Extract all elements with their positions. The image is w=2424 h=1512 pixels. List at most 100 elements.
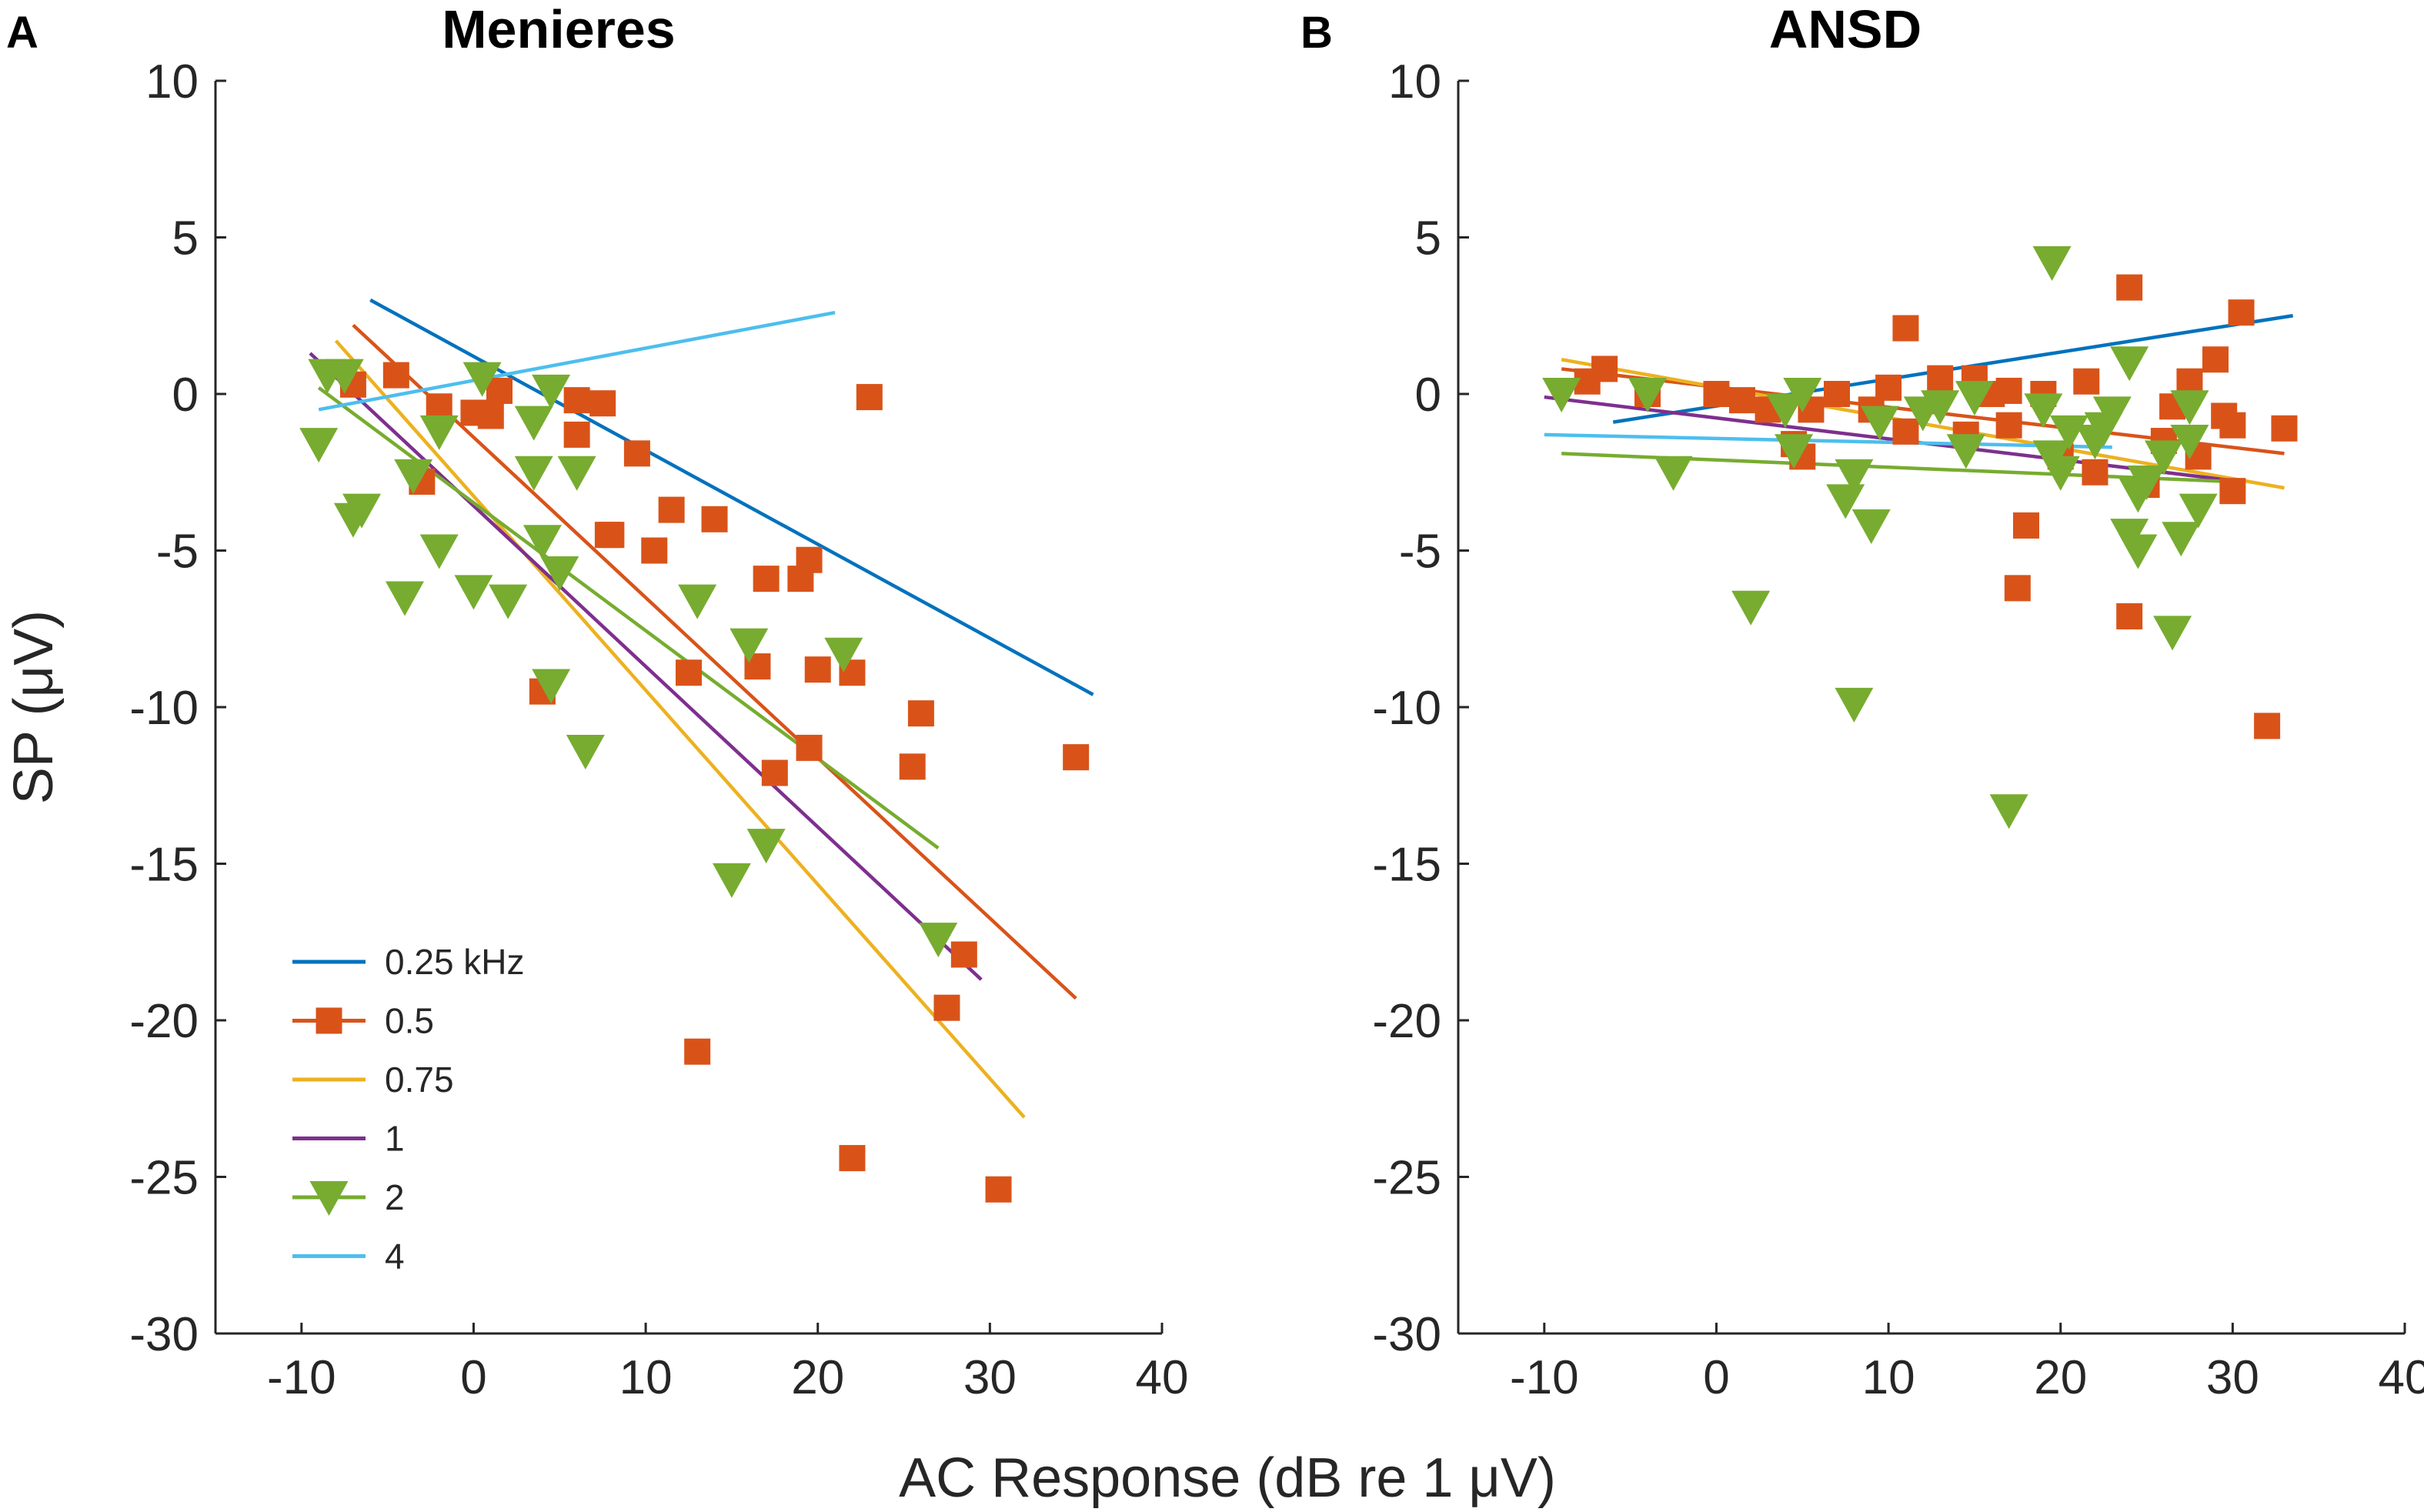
data-point-square-0-5-khz bbox=[1824, 381, 1850, 407]
y-tick-label: -25 bbox=[1372, 1152, 1441, 1205]
data-point-square-0-5-khz bbox=[1892, 418, 1919, 445]
data-point-triangle-2-khz bbox=[557, 456, 596, 491]
y-tick-label: -5 bbox=[1399, 526, 1441, 579]
panel-a-axes: 10 5 0 -5 -10 -15 -20 -25 -30 -10 0 10 20 30 40 bbox=[129, 55, 1188, 1404]
data-point-square-0-5-khz bbox=[2228, 299, 2255, 326]
x-tick-label: 20 bbox=[2034, 1351, 2087, 1404]
data-point-triangle-2-khz bbox=[2179, 493, 2218, 529]
data-point-square-0-5-khz bbox=[2254, 713, 2281, 739]
data-point-triangle-2-khz bbox=[566, 734, 605, 769]
data-point-square-0-5-khz bbox=[623, 440, 650, 467]
data-point-square-0-5-khz bbox=[2202, 346, 2229, 373]
data-point-square-0-5-khz bbox=[641, 537, 668, 564]
y-tick-label: 5 bbox=[172, 212, 199, 265]
data-point-triangle-2-khz bbox=[2049, 415, 2088, 450]
data-point-triangle-2-khz bbox=[2153, 616, 2192, 651]
data-point-triangle-2-khz bbox=[523, 525, 562, 560]
data-point-triangle-2-khz bbox=[462, 362, 502, 397]
data-point-square-0-5-khz bbox=[1995, 412, 2022, 439]
fit-line-4-khz bbox=[318, 310, 836, 412]
data-point-triangle-2-khz bbox=[2144, 440, 2183, 476]
x-tick-label: 10 bbox=[1862, 1351, 1915, 1404]
data-point-square-0-5-khz bbox=[701, 506, 728, 532]
data-point-triangle-2-khz bbox=[1835, 459, 1874, 494]
data-point-square-0-5-khz bbox=[589, 390, 616, 417]
legend-marker-triangle bbox=[309, 1181, 349, 1216]
data-point-triangle-2-khz bbox=[540, 556, 579, 591]
panel-b-chart: B ANSD 10 5 0 -5 -10 -15 -20 -25 -30 -10 0 10 20 30 40 bbox=[1300, 0, 2424, 1404]
x-tick-label: -10 bbox=[267, 1351, 336, 1404]
data-point-triangle-2-khz bbox=[919, 923, 958, 958]
data-point-triangle-2-khz bbox=[342, 493, 382, 529]
data-point-square-0-5-khz bbox=[2176, 368, 2203, 395]
y-tick-label: 10 bbox=[145, 55, 199, 108]
panel-b-title: ANSD bbox=[1769, 0, 1922, 59]
data-point-triangle-2-khz bbox=[514, 456, 553, 491]
data-point-square-0-5-khz bbox=[899, 753, 926, 780]
data-point-square-0-5-khz bbox=[2004, 575, 2031, 602]
data-point-square-0-5-khz bbox=[2013, 512, 2039, 539]
data-point-square-0-5-khz bbox=[1729, 387, 1755, 414]
legend-label: 2 bbox=[385, 1177, 405, 1217]
data-point-square-0-5-khz bbox=[804, 656, 831, 683]
legend-label: 4 bbox=[385, 1237, 405, 1277]
y-tick-label: -10 bbox=[1372, 682, 1441, 735]
data-point-square-0-5-khz bbox=[796, 734, 823, 761]
data-point-triangle-2-khz bbox=[2041, 456, 2080, 491]
data-point-square-0-5-khz bbox=[950, 941, 977, 968]
x-tick-label: -10 bbox=[1510, 1351, 1579, 1404]
y-tick-label: -30 bbox=[1372, 1308, 1441, 1361]
data-point-triangle-2-khz bbox=[454, 575, 493, 610]
data-point-triangle-2-khz bbox=[746, 829, 786, 864]
y-tick-label: -15 bbox=[1372, 839, 1441, 892]
y-tick-label: -20 bbox=[1372, 995, 1441, 1048]
data-point-triangle-2-khz bbox=[730, 628, 769, 663]
data-point-square-0-5-khz bbox=[2271, 415, 2298, 442]
data-point-triangle-2-khz bbox=[1775, 434, 1814, 469]
data-point-triangle-2-khz bbox=[824, 637, 863, 673]
data-point-square-0-5-khz bbox=[563, 387, 590, 414]
fit-line-1-khz bbox=[309, 352, 983, 981]
data-point-square-0-5-khz bbox=[1703, 381, 1730, 407]
data-point-square-0-5-khz bbox=[563, 421, 590, 448]
fit-line-4-khz bbox=[1544, 432, 2112, 449]
data-point-triangle-2-khz bbox=[325, 359, 364, 394]
data-point-square-0-5-khz bbox=[1927, 365, 1954, 392]
data-point-square-0-5-khz bbox=[684, 1038, 711, 1065]
data-point-triangle-2-khz bbox=[1542, 378, 1581, 412]
data-point-square-0-5-khz bbox=[2219, 412, 2246, 439]
data-point-triangle-2-khz bbox=[2092, 396, 2132, 432]
data-point-square-0-5-khz bbox=[1591, 355, 1618, 382]
data-point-square-0-5-khz bbox=[658, 496, 685, 523]
data-point-square-0-5-khz bbox=[2116, 602, 2143, 629]
y-tick-label: -15 bbox=[129, 839, 199, 892]
panel-a-markers bbox=[299, 359, 1090, 1203]
y-tick-label: 10 bbox=[1388, 55, 1441, 108]
x-tick-label: 20 bbox=[791, 1351, 844, 1404]
data-point-square-0-5-khz bbox=[1063, 744, 1090, 771]
y-tick-label: 0 bbox=[1415, 369, 1441, 422]
y-tick-label: -25 bbox=[129, 1152, 199, 1205]
data-point-triangle-2-khz bbox=[712, 863, 751, 898]
y-tick-label: -20 bbox=[129, 995, 199, 1048]
data-point-triangle-2-khz bbox=[2024, 393, 2063, 429]
data-point-square-0-5-khz bbox=[761, 759, 788, 786]
data-point-square-0-5-khz bbox=[796, 546, 823, 573]
panel-a-label: A bbox=[6, 8, 38, 58]
data-point-triangle-2-khz bbox=[1783, 378, 1822, 412]
data-point-triangle-2-khz bbox=[1654, 456, 1693, 491]
data-point-square-0-5-khz bbox=[486, 377, 513, 404]
data-point-square-0-5-khz bbox=[426, 393, 452, 420]
y-tick-label: -5 bbox=[156, 526, 199, 579]
data-point-triangle-2-khz bbox=[1946, 434, 1985, 469]
data-point-triangle-2-khz bbox=[1826, 484, 1865, 519]
x-tick-label: 40 bbox=[1136, 1351, 1189, 1404]
data-point-square-0-5-khz bbox=[933, 994, 960, 1021]
data-point-triangle-2-khz bbox=[419, 534, 459, 569]
fit-line-0-5-khz bbox=[352, 323, 1077, 1000]
data-point-square-0-5-khz bbox=[839, 1145, 866, 1172]
data-point-triangle-2-khz bbox=[1955, 381, 1994, 416]
data-point-triangle-2-khz bbox=[1860, 406, 1899, 441]
data-point-triangle-2-khz bbox=[532, 374, 571, 409]
